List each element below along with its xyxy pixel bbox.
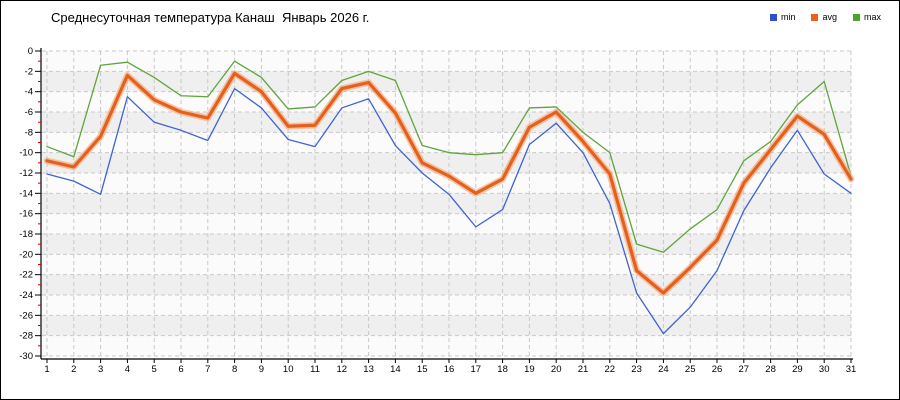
y-tick-label: -10 [19,148,33,159]
avg-series-line [45,71,853,295]
min-series-line [46,87,852,335]
y-tick-label: -16 [19,209,33,220]
x-tick-label: 9 [259,364,264,375]
y-tick-label: -2 [25,66,33,77]
x-tick-label: 5 [152,364,157,375]
plot-band [42,173,851,194]
plot-band [42,71,851,92]
legend-label: max [863,12,881,22]
plot-band [42,295,851,316]
x-tick-label: 18 [497,364,508,375]
y-tick-label: -14 [19,188,33,199]
x-tick-label: 2 [71,364,76,375]
y-tick-label: -12 [19,168,33,179]
x-tick-label: 6 [178,364,183,375]
x-tick-label: 14 [390,364,401,375]
x-tick-label: 7 [205,364,210,375]
y-tick-label: -26 [19,310,33,321]
plot-band [42,51,851,72]
x-tick-label: 31 [846,364,857,375]
x-tick-label: 21 [578,364,589,375]
y-tick-label: -6 [25,107,33,118]
plot-band [42,112,851,133]
x-tick-label: 8 [232,364,237,375]
plot-band [42,213,851,234]
max-series-line [46,60,852,253]
plot-band [42,193,851,214]
min-series-swatch-icon [769,13,777,21]
y-tick-label: -18 [19,229,33,240]
plot-band [42,234,851,255]
legend-item-max: max [852,12,881,22]
legend-item-avg: avg [811,12,837,22]
chart-title: Среднесуточная температура Канаш Январь … [51,10,370,25]
x-tick-label: 28 [765,364,776,375]
x-tick-label: 19 [524,364,535,375]
plot-band [42,335,851,356]
x-tick-label: 3 [98,364,103,375]
x-tick-label: 11 [310,364,320,375]
plot-band [42,274,851,295]
avg-series-swatch-icon [811,13,819,21]
x-tick-label: 24 [658,364,669,375]
x-tick-label: 13 [363,364,374,375]
plot-band [42,132,851,153]
y-tick-label: -28 [19,331,33,342]
x-tick-label: 17 [471,364,482,375]
x-tick-label: 20 [551,364,562,375]
plot-band [42,254,851,275]
y-tick-label: -24 [19,290,33,301]
legend-label: avg [822,12,837,22]
x-tick-label: 26 [712,364,723,375]
x-tick-label: 23 [631,364,642,375]
y-tick-label: -20 [19,249,33,260]
x-tick-label: 27 [739,364,750,375]
x-tick-label: 29 [792,364,803,375]
x-tick-label: 4 [125,364,130,375]
plot-band [42,152,851,173]
x-tick-label: 16 [444,364,455,375]
y-tick-label: -30 [19,351,33,362]
legend-label: min [780,12,796,22]
x-tick-label: 25 [685,364,696,375]
x-tick-label: 15 [417,364,428,375]
y-tick-label: -22 [19,270,33,281]
chart-legend: min avg max [769,12,881,22]
plot-band [42,91,851,112]
plot-band [42,315,851,336]
y-tick-label: 0 [28,46,33,57]
y-tick-label: -4 [25,87,33,98]
legend-item-min: min [769,12,796,22]
x-tick-label: 30 [819,364,830,375]
x-tick-label: 10 [283,364,294,375]
x-tick-label: 1 [44,364,49,375]
y-tick-label: -8 [25,127,33,138]
x-tick-label: 12 [337,364,348,375]
x-tick-label: 22 [605,364,616,375]
max-series-swatch-icon [852,13,860,21]
